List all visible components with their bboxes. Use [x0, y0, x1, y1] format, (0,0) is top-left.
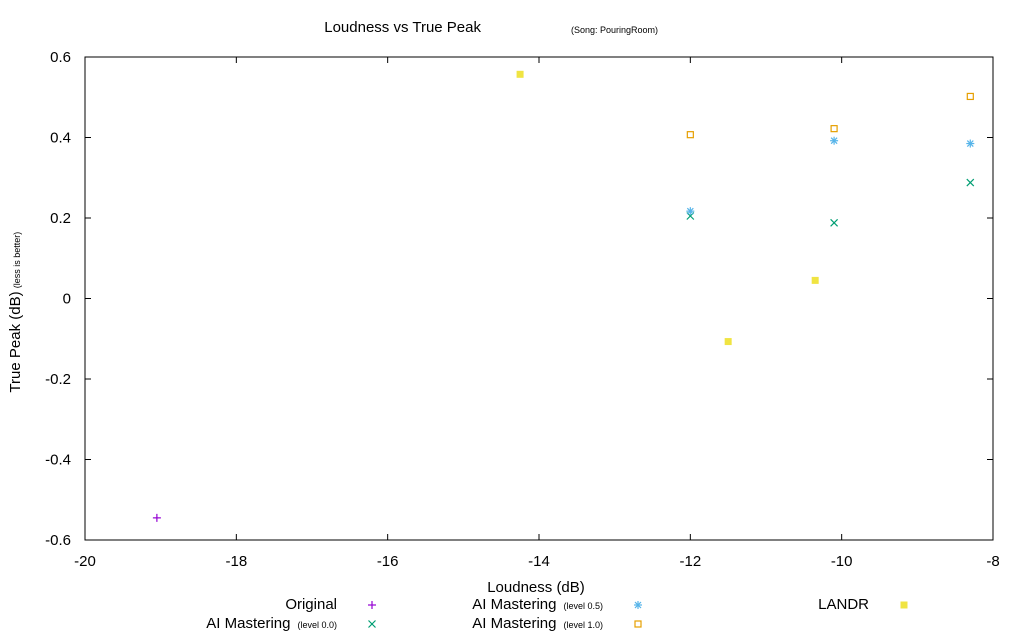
y-tick-label: 0.4	[50, 130, 71, 147]
legend: Original AI Mastering (level 0.0) AI Master…	[206, 596, 908, 632]
series-ai-mastering-level-1-0-	[686, 92, 974, 139]
x-tick-label: -16	[377, 553, 399, 570]
legend-label: AI Mastering (level 0.5)	[472, 596, 603, 613]
star-marker	[830, 136, 839, 145]
y-tick-label: 0.2	[50, 210, 71, 227]
legend-entry: Original	[285, 596, 376, 613]
x-tick-label: -8	[986, 553, 999, 570]
cross-marker	[368, 620, 376, 628]
legend-entry: AI Mastering (level 0.5)	[472, 596, 642, 613]
y-tick-label: -0.4	[45, 452, 71, 469]
cross-marker	[966, 178, 975, 187]
legend-entry: LANDR	[818, 596, 908, 613]
x-axis-label: Loudness (dB)	[487, 579, 585, 596]
plot-area-border	[84, 56, 994, 541]
data-marks	[152, 70, 975, 522]
legend-label: Original	[285, 596, 337, 613]
y-axis-label-note: (less is better)	[12, 232, 22, 289]
legend-label: AI Mastering (level 1.0)	[472, 615, 603, 632]
legend-label: LANDR	[818, 596, 869, 613]
filled-square-marker	[724, 338, 732, 346]
open-square-marker	[634, 620, 642, 628]
y-tick-label: -0.6	[45, 532, 71, 549]
filled-square-marker	[811, 276, 819, 284]
legend-entry: AI Mastering (level 1.0)	[472, 615, 642, 632]
axes: -20 -18 -16 -14 -12 -10 -8 -0.6 -0.4 -0.2 0 0.2 0.4 0…	[45, 49, 1000, 570]
x-tick-label: -20	[74, 553, 96, 570]
star-marker	[966, 139, 975, 148]
open-square-marker	[830, 125, 838, 133]
y-tick-label: 0.6	[50, 49, 71, 66]
series-original	[152, 513, 161, 522]
star-marker	[634, 601, 642, 609]
plus-marker	[368, 601, 376, 609]
plus-marker	[152, 513, 161, 522]
legend-entry: AI Mastering (level 0.0)	[206, 615, 376, 632]
series-ai-mastering-level-0-5-	[686, 136, 975, 216]
filled-square-marker	[900, 601, 908, 609]
series-landr	[516, 70, 819, 346]
y-axis-label-group: True Peak (dB) (less is better)	[7, 232, 24, 393]
x-tick-label: -10	[831, 553, 853, 570]
star-marker	[686, 207, 695, 216]
y-tick-label: -0.2	[45, 371, 71, 388]
x-tick-label: -12	[679, 553, 701, 570]
chart-title: Loudness vs True Peak	[324, 19, 481, 36]
series-ai-mastering-level-0-0-	[686, 178, 975, 227]
filled-square-marker	[516, 70, 524, 78]
legend-label: AI Mastering (level 0.0)	[206, 615, 337, 632]
y-axis-label: True Peak (dB)	[7, 291, 24, 392]
y-tick-label: 0	[63, 291, 71, 308]
open-square-marker	[686, 131, 694, 139]
cross-marker	[830, 218, 839, 227]
x-tick-label: -18	[225, 553, 247, 570]
x-tick-label: -14	[528, 553, 550, 570]
open-square-marker	[966, 92, 974, 101]
chart-subtitle: (Song: PouringRoom)	[571, 25, 658, 35]
